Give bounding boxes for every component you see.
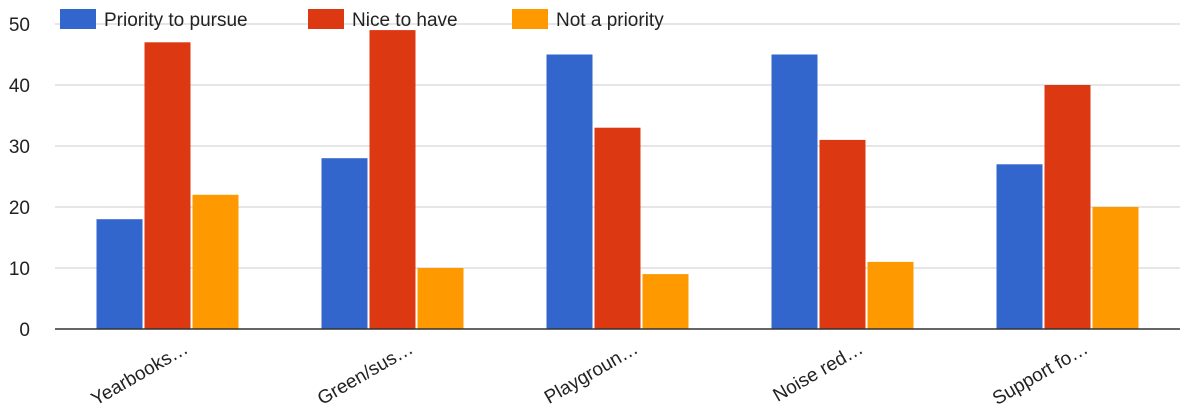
y-tick-label: 30 [9, 137, 30, 158]
y-tick-label: 20 [9, 198, 30, 219]
x-category-label: Green/sus… [314, 338, 417, 410]
bar-priority-to-pursue-0 [96, 219, 143, 329]
bar-nice-to-have-4 [1044, 85, 1091, 329]
legend-label: Nice to have [352, 10, 458, 31]
legend-label: Priority to pursue [104, 10, 248, 31]
legend-swatch [308, 9, 344, 29]
bar-not-a-priority-4 [1092, 207, 1139, 329]
x-category-label: Support fo… [989, 338, 1092, 410]
bar-priority-to-pursue-3 [771, 54, 818, 329]
bar-nice-to-have-2 [594, 127, 641, 329]
bar-priority-to-pursue-1 [321, 158, 368, 329]
bar-nice-to-have-3 [819, 139, 866, 329]
y-tick-label: 10 [9, 259, 30, 280]
x-axis-category-labels: Yearbooks… Green/sus… Playgroun… Noise red…… [88, 338, 1092, 410]
y-tick-label: 50 [9, 15, 30, 36]
y-tick-label: 0 [19, 320, 30, 341]
x-category-label: Yearbooks… [88, 338, 192, 410]
legend-swatch [60, 9, 96, 29]
bar-not-a-priority-3 [867, 261, 914, 329]
legend: Priority to pursue Nice to have Not a prio… [60, 9, 664, 31]
legend-label: Not a priority [556, 10, 664, 31]
bar-nice-to-have-0 [144, 42, 191, 330]
legend-swatch [512, 9, 548, 29]
y-axis-tick-labels: 0 10 20 30 40 50 [9, 15, 30, 341]
bar-not-a-priority-0 [192, 194, 239, 329]
bar-priority-to-pursue-4 [996, 164, 1043, 329]
y-tick-label: 40 [9, 76, 30, 97]
bar-not-a-priority-2 [642, 274, 689, 329]
x-category-label: Playgroun… [541, 338, 642, 408]
bars [96, 30, 1139, 330]
bar-nice-to-have-1 [369, 30, 416, 329]
x-category-label: Noise red… [770, 338, 867, 406]
bar-priority-to-pursue-2 [546, 54, 593, 329]
bar-not-a-priority-1 [417, 268, 464, 329]
